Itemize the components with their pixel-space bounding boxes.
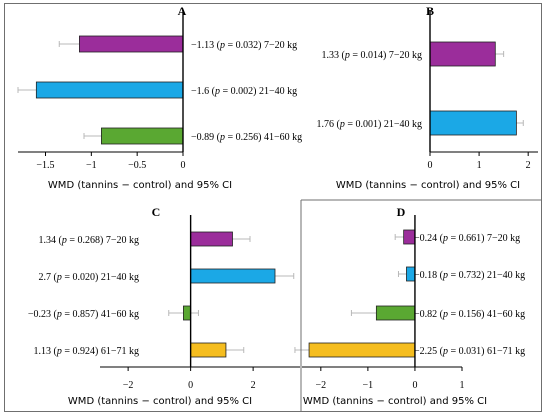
x-tick-label: −1.5 [36,160,54,171]
panel-letter: C [152,205,161,219]
bar-label: −0.23 (p = 0.857) 41−60 kg [28,309,139,320]
panel-letter: A [178,4,187,18]
x-tick-label: −0.5 [128,160,146,171]
x-tick-label: 0 [188,380,193,391]
figure-frame [4,3,542,412]
x-axis-label: WMD (tannins − control) and 95% CI [48,180,232,191]
bar-label: −2.25 (p = 0.031) 61−71 kg [414,346,525,357]
x-tick-label: 2 [526,160,531,171]
x-tick-label: −2 [316,380,327,391]
bar-label: 1.13 (p = 0.924) 61−71 kg [34,346,139,357]
x-tick-label: 1 [460,380,465,391]
x-tick-label: 0 [412,380,417,391]
panel-d: D −0.24 (p = 0.661) 7−20 kg −0.18 (p = 0.7… [294,205,525,407]
x-tick-label: −1 [86,160,97,171]
x-tick-label: −2 [123,380,134,391]
bar [101,127,184,145]
panel-b: B1.33 (p = 0.014) 7−20 kg1.76 (p = 0.001… [317,4,538,191]
panel-a: A −1.13 (p = 0.032) 7−20 kg −1.6 (p = 0.00… [17,4,302,191]
bar [429,110,517,136]
x-tick-label: 2 [251,380,256,391]
bar-label: −0.18 (p = 0.732) 21−40 kg [414,270,525,281]
x-tick-label: 0 [428,160,433,171]
bar [375,305,416,321]
x-axis-label: WMD (tannins − control) and 95% CI [68,396,252,407]
bar [190,268,276,284]
bar [35,81,184,99]
bar-label: −0.24 (p = 0.661) 7−20 kg [414,233,520,244]
bar-label: 1.34 (p = 0.268) 7−20 kg [39,235,139,246]
bar [190,231,233,247]
panel-letter: D [397,205,406,219]
bar-label: 2.7 (p = 0.020) 21−40 kg [39,272,139,283]
panel-c: C 1.34 (p = 0.268) 7−20 kg 2.7 (p = 0.020)… [28,205,300,407]
bar-label: −1.13 (p = 0.032) 7−20 kg [191,40,297,51]
x-tick-label: 0 [181,160,186,171]
bar-label: −0.89 (p = 0.256) 41−60 kg [191,132,302,143]
x-axis-label: WMD (tannins − control) and 95% CI [303,396,487,407]
bar [308,342,416,358]
bar [429,41,496,67]
bar [190,342,227,358]
x-tick-label: −1 [363,380,374,391]
x-axis-label: WMD (tannins − control) and 95% CI [336,180,520,191]
bar [183,305,192,321]
bar [79,35,184,53]
bar-label: −1.6 (p = 0.002) 21−40 kg [191,86,297,97]
bar-label: −0.82 (p = 0.156) 41−60 kg [414,309,525,320]
bar-label: 1.76 (p = 0.001) 21−40 kg [317,119,422,130]
bar-label: 1.33 (p = 0.014) 7−20 kg [322,50,422,61]
x-tick-label: 1 [477,160,482,171]
